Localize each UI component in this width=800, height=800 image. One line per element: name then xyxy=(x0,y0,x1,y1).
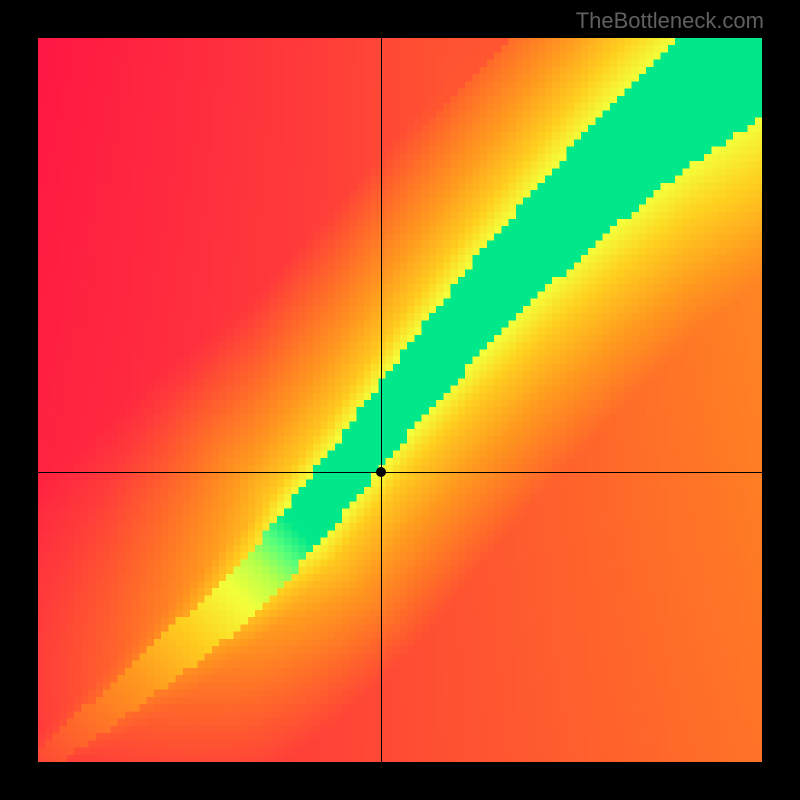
watermark-text: TheBottleneck.com xyxy=(576,8,764,34)
bottleneck-heatmap xyxy=(38,38,762,762)
crosshair-horizontal xyxy=(38,472,762,473)
crosshair-vertical xyxy=(381,38,382,762)
